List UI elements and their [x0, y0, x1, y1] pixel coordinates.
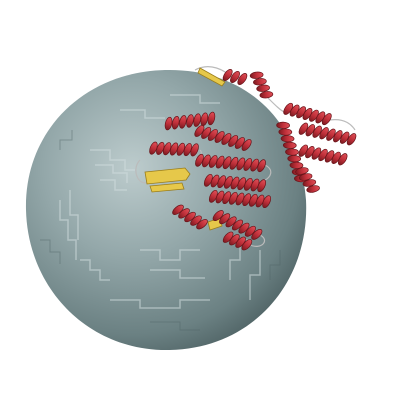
surface-texture: [59, 94, 261, 309]
alpha-helix: [149, 141, 199, 157]
helix-turn: [285, 148, 299, 156]
beta-strands: [144, 67, 226, 231]
helix-turn: [321, 113, 332, 126]
helix-turn: [282, 141, 297, 149]
helix-turn: [164, 116, 173, 131]
helix-turn: [184, 211, 196, 223]
helix-turn: [298, 122, 309, 135]
helix-turn: [212, 210, 224, 221]
helix-turn: [207, 111, 216, 126]
helix-turn: [231, 219, 244, 231]
helix-turn: [201, 127, 212, 139]
helix-turn: [225, 216, 237, 228]
helix-turn: [238, 222, 250, 234]
helix-turn: [287, 155, 302, 163]
helix-turn: [249, 71, 264, 79]
helix-turn: [289, 161, 304, 169]
helix-turn: [295, 167, 309, 175]
alpha-helix: [298, 122, 357, 146]
helix-turn: [219, 213, 231, 225]
helix-turn: [337, 153, 348, 166]
helix-turn: [214, 131, 225, 143]
helix-turn: [306, 185, 320, 193]
alpha-helix: [208, 189, 272, 209]
helix-turn: [241, 139, 252, 151]
alpha-helix: [212, 210, 263, 240]
alpha-helix: [194, 125, 252, 151]
helix-turn: [302, 179, 317, 187]
helix-turn: [251, 229, 263, 240]
alpha-helix: [283, 102, 332, 126]
helix-turn: [312, 125, 322, 138]
helix-turn: [178, 208, 190, 219]
alpha-helix: [298, 144, 348, 166]
helix-turn: [234, 137, 245, 149]
helix-turn: [276, 121, 290, 129]
helix-turn: [196, 219, 208, 230]
helix-turn: [305, 124, 316, 137]
alpha-helix: [164, 111, 216, 131]
helix-turn: [262, 195, 272, 209]
helix-turn: [333, 130, 343, 143]
helix-turn: [186, 114, 194, 128]
helix-turn: [346, 133, 357, 146]
helix-turn: [221, 133, 232, 145]
helix-turn: [256, 84, 270, 92]
protein-cartoon: [135, 66, 357, 251]
helix-turn: [253, 78, 267, 86]
helix-turn: [257, 179, 267, 193]
helix-turn: [190, 215, 202, 226]
alpha-helix: [172, 204, 208, 230]
helix-turn: [319, 127, 329, 140]
alpha-helix: [295, 167, 320, 193]
alpha-helix: [203, 173, 267, 193]
helix-turn: [298, 173, 313, 181]
helix-turn: [259, 91, 274, 99]
helix-turn: [172, 204, 184, 215]
helix-turn: [257, 159, 266, 173]
helix-turn: [179, 115, 187, 129]
helix-turn: [228, 135, 239, 147]
helix-turn: [241, 239, 253, 251]
helix-turn: [194, 125, 205, 137]
helix-turn: [222, 69, 233, 81]
helix-turn: [207, 129, 218, 141]
helix-turn: [326, 128, 336, 141]
alpha-helix: [222, 231, 253, 251]
helix-turn: [190, 143, 199, 157]
helix-turn: [244, 225, 256, 237]
alpha-helix: [195, 153, 266, 173]
helix-turn: [237, 73, 248, 85]
alpha-helix: [249, 71, 274, 99]
helix-turn: [280, 135, 295, 143]
helix-turn: [193, 113, 201, 127]
helix-turn: [278, 128, 293, 136]
surface-shading: [40, 130, 281, 331]
helix-turn: [171, 115, 180, 130]
helix-turn: [230, 71, 240, 83]
helix-turn: [339, 131, 350, 144]
alpha-helix: [222, 69, 248, 85]
